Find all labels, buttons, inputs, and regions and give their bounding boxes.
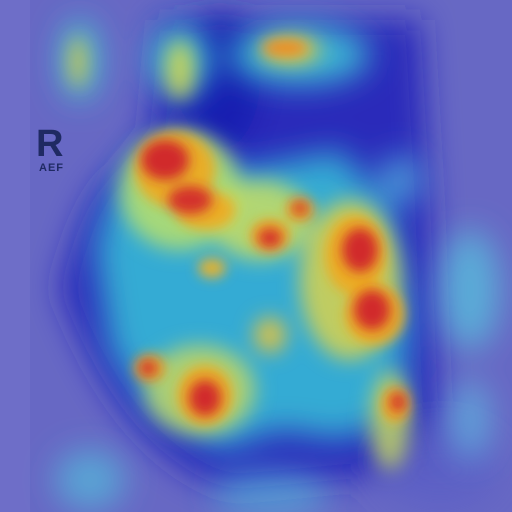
peak-regions — [139, 140, 406, 416]
side-marker-letter: R — [36, 123, 64, 165]
side-marker-sub: AEF — [39, 162, 64, 174]
film-edge — [0, 0, 30, 512]
side-marker: R AEF — [36, 123, 72, 174]
